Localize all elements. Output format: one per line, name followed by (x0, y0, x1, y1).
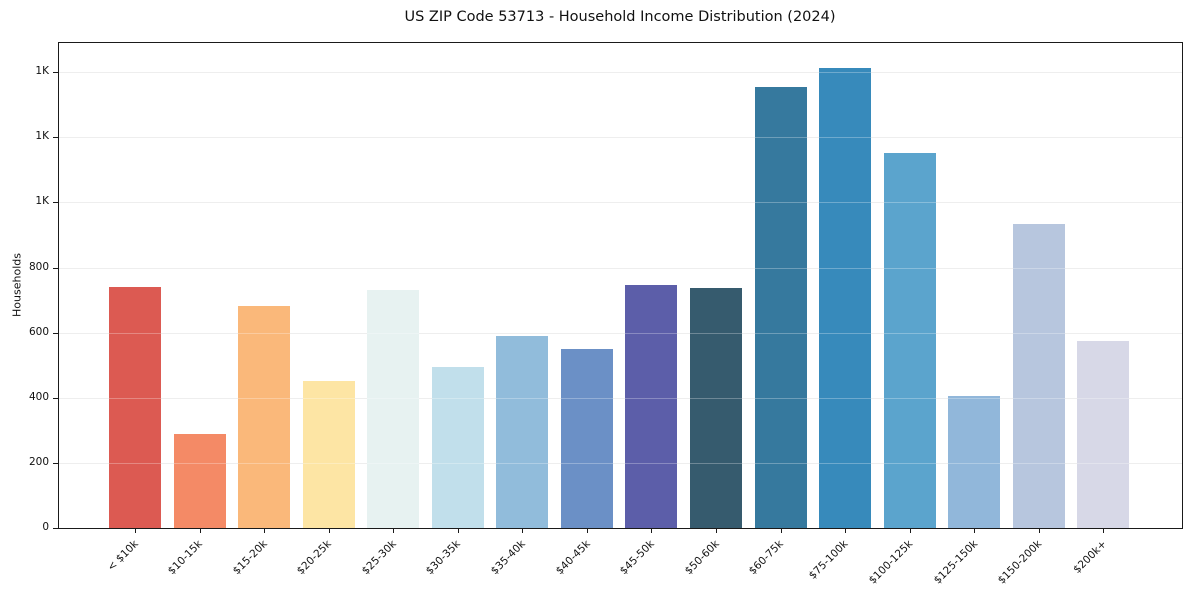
x-tick-mark (135, 528, 136, 533)
x-tick-label-text: $25-30k (359, 538, 399, 578)
plot-area (58, 42, 1183, 529)
x-tick-mark (715, 528, 717, 533)
bar-$40-45k (560, 348, 613, 528)
y-tick-label: 0 (42, 521, 49, 533)
y-tick-mark (53, 267, 58, 269)
x-tick-label-text: $50-60k (682, 538, 722, 578)
gridline-overlay (59, 397, 1182, 399)
x-tick-mark (651, 528, 653, 533)
x-tick-label-text: $35-40k (488, 538, 528, 578)
y-tick-mark (53, 397, 58, 399)
y-tick-mark (53, 137, 58, 139)
y-tick-mark (53, 202, 58, 204)
gridline (59, 462, 1182, 464)
x-tick-mark (393, 528, 395, 533)
x-tick-label-text: $45-50k (617, 538, 657, 578)
bar-$75-100k (819, 68, 872, 528)
x-tick-label-text: $40-45k (553, 538, 593, 578)
gridline (59, 72, 1182, 74)
y-tick-label: 200 (28, 455, 49, 468)
y-tick-label: 1K (35, 195, 49, 208)
x-tick-mark (457, 528, 459, 533)
gridline (59, 267, 1182, 269)
y-tick-label: 1K (35, 130, 49, 143)
bar-$25-30k (367, 290, 420, 528)
gridline-overlay (59, 267, 1182, 269)
gridline-overlay (59, 332, 1182, 334)
x-tick-mark (845, 528, 847, 533)
gridline-overlay (59, 462, 1182, 464)
bar-$100-125k (883, 153, 936, 528)
x-tick-mark (974, 528, 976, 533)
gridline-overlay (59, 137, 1182, 139)
bar-$50-60k (689, 288, 742, 528)
gridline (59, 332, 1182, 334)
bar-$200k+ (1077, 340, 1130, 528)
x-tick-mark (909, 528, 911, 533)
bar-$60-75k (754, 86, 807, 528)
bar-< $10k (109, 287, 161, 528)
x-tick-mark (1103, 528, 1105, 533)
x-tick-mark (780, 528, 782, 533)
bar-$150-200k (1012, 223, 1065, 528)
y-tick-label: 1K (35, 65, 49, 78)
y-tick-mark (53, 528, 58, 529)
x-tick-label-text: < $10k (104, 538, 141, 574)
gridline-overlay (59, 202, 1182, 204)
y-tick-mark (53, 462, 58, 464)
x-tick-mark (522, 528, 524, 533)
bar-$35-40k (496, 335, 549, 528)
gridline (59, 397, 1182, 399)
x-tick-label-text: $200k+ (1070, 538, 1109, 576)
y-tick-mark (53, 332, 58, 334)
y-tick-mark (53, 72, 58, 74)
y-tick-label: 600 (28, 325, 49, 338)
x-tick-label-text: $125-150k (931, 538, 980, 587)
bar-$10-15k (173, 433, 226, 528)
bar-$30-35k (431, 366, 484, 528)
x-tick-label-text: $15-20k (230, 538, 270, 578)
bar-$45-50k (625, 285, 678, 528)
x-tick-label-text: $30-35k (424, 538, 464, 578)
x-tick-mark (1038, 528, 1040, 533)
x-tick-label-text: $75-100k (806, 538, 851, 582)
gridline-overlay (59, 72, 1182, 74)
y-tick-label: 800 (28, 260, 49, 273)
bar-$20-25k (302, 380, 355, 528)
x-tick-mark (199, 528, 201, 533)
x-tick-mark (586, 528, 588, 533)
x-tick-mark (328, 528, 330, 533)
gridline (59, 202, 1182, 204)
x-tick-mark (264, 528, 266, 533)
x-tick-label-text: $60-75k (746, 538, 786, 578)
x-tick-label-text: $20-25k (295, 538, 335, 578)
x-tick-label-text: $10-15k (165, 538, 206, 578)
y-tick-label: 400 (28, 390, 49, 403)
x-tick-label-text: $150-200k (995, 538, 1045, 587)
bar-$15-20k (238, 306, 291, 528)
bar-$125-150k (948, 395, 1001, 528)
gridline (59, 137, 1182, 139)
x-tick-label-text: $100-125k (866, 538, 916, 587)
chart-title: US ZIP Code 53713 - Household Income Dis… (404, 9, 836, 25)
